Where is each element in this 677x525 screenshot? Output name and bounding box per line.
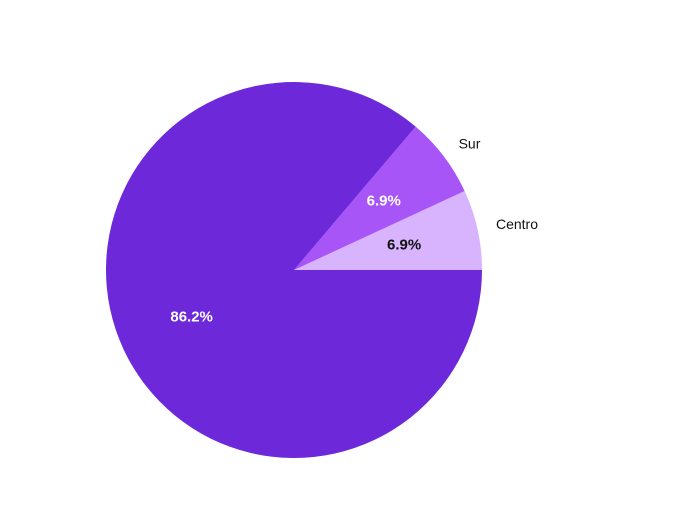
pie-slices <box>105 81 483 458</box>
slice-percent-label: 6.9% <box>367 193 401 210</box>
slice-percent-label: 6.9% <box>387 237 421 254</box>
category-label-centro: Centro <box>496 216 538 232</box>
category-label-sur: Sur <box>459 135 481 151</box>
pie-labels: 6.9% Centro 6.9% Sur 86.2% <box>170 135 538 325</box>
pie-slice-unlabeled-2 <box>105 81 483 458</box>
slice-percent-label: 86.2% <box>170 308 213 325</box>
pie-slice-centro <box>294 191 482 270</box>
pie-slice-sur <box>294 126 465 271</box>
